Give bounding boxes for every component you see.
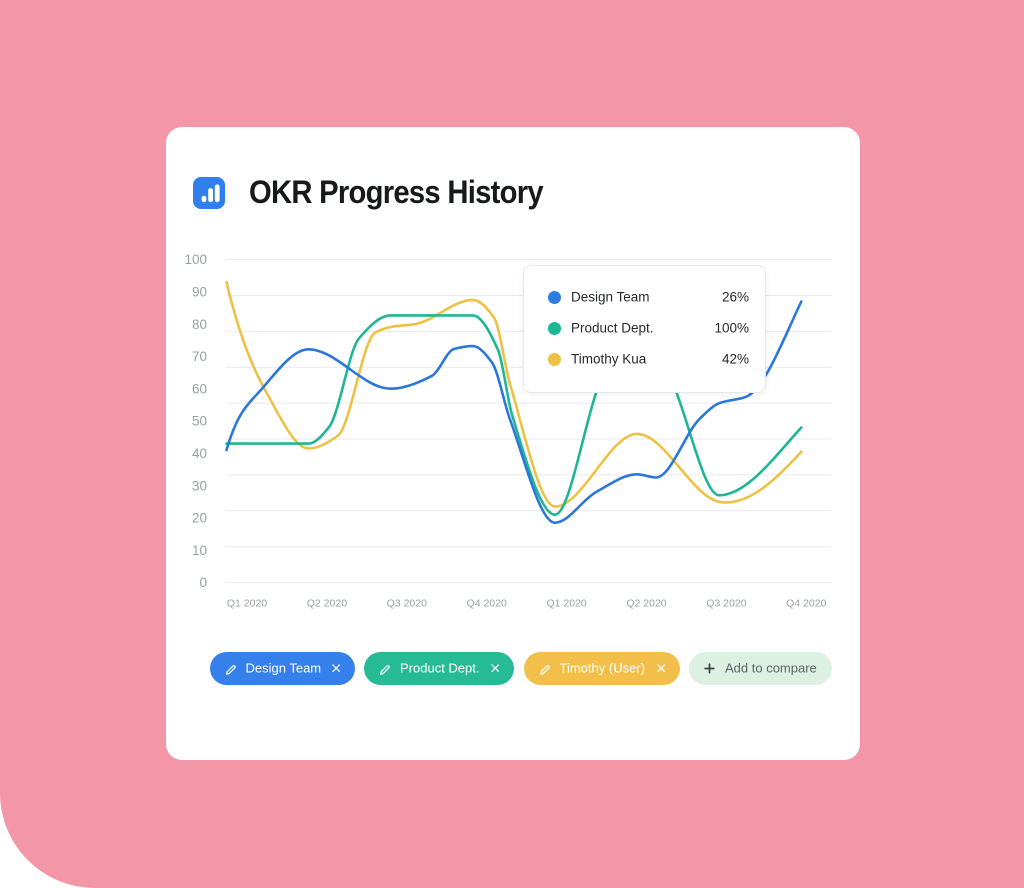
svg-text:0: 0 — [199, 575, 207, 590]
svg-text:70: 70 — [192, 349, 207, 364]
svg-text:40: 40 — [192, 446, 207, 461]
svg-text:Q1 2020: Q1 2020 — [546, 598, 586, 610]
svg-text:50: 50 — [192, 414, 207, 429]
svg-text:Q4 2020: Q4 2020 — [467, 598, 507, 610]
svg-text:60: 60 — [192, 381, 207, 396]
svg-text:20: 20 — [192, 511, 207, 526]
svg-text:10: 10 — [192, 543, 207, 558]
svg-text:100: 100 — [184, 252, 207, 267]
svg-text:30: 30 — [192, 478, 207, 493]
svg-text:Q2 2020: Q2 2020 — [307, 598, 347, 610]
svg-text:Q3 2020: Q3 2020 — [706, 598, 746, 610]
svg-text:Q2 2020: Q2 2020 — [626, 598, 666, 610]
svg-text:Q3 2020: Q3 2020 — [387, 598, 427, 610]
svg-text:90: 90 — [192, 285, 207, 300]
svg-text:Q1 2020: Q1 2020 — [227, 598, 267, 610]
svg-text:Q4 2020: Q4 2020 — [786, 598, 826, 610]
svg-text:80: 80 — [192, 317, 207, 332]
